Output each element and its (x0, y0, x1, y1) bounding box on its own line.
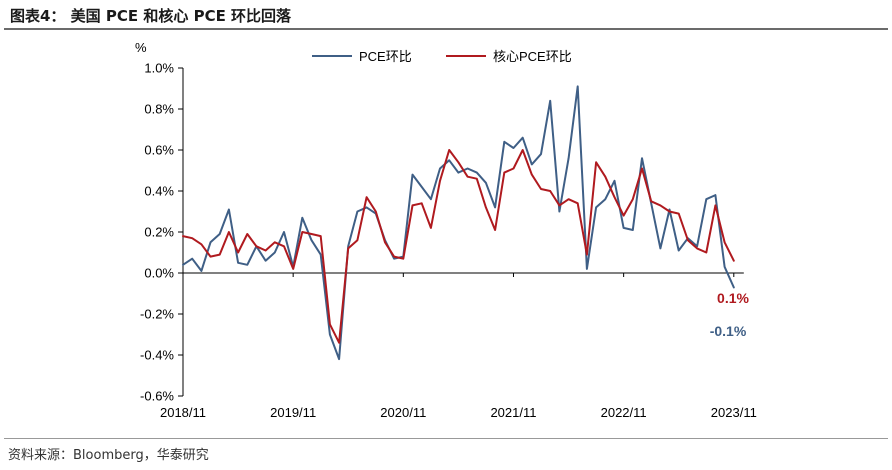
y-tick-label: 0.4% (144, 184, 174, 199)
y-axis-unit-label: % (135, 40, 147, 55)
x-tick-label: 2018/11 (160, 405, 206, 420)
y-tick-label: -0.4% (140, 348, 174, 363)
end-value-label-core-pce: 0.1% (717, 290, 749, 306)
x-tick-label: 2023/11 (711, 405, 757, 420)
y-tick-label: -0.2% (140, 307, 174, 322)
end-value-label-pce: -0.1% (710, 323, 747, 339)
y-tick-label: 1.0% (144, 61, 174, 76)
source-note: 资料来源：Bloomberg，华泰研究 (8, 448, 209, 463)
chart-axes: % -0.6% -0.4% -0.2% 0.0% 0.2% 0.4% 0.6% 0.8% 1.0%… (135, 40, 757, 420)
title-divider (4, 28, 888, 30)
figure-header: 图表4： 美国 PCE 和核心 PCE 环比回落 (0, 0, 892, 30)
x-tick-label: 2020/11 (380, 405, 426, 420)
source-divider (4, 438, 888, 439)
x-tick-label: 2019/11 (270, 405, 316, 420)
chart-legend: PCE环比 核心PCE环比 (312, 49, 572, 64)
series-line-core-pce (182, 149, 735, 344)
legend-label: PCE环比 (359, 49, 412, 64)
y-tick-label: -0.6% (140, 389, 174, 404)
series-line-pce (182, 85, 735, 361)
chart-series: -0.1% 0.1% (182, 85, 750, 361)
x-tick-label: 2022/11 (601, 405, 647, 420)
legend-label: 核心PCE环比 (493, 49, 572, 64)
y-tick-label: 0.6% (144, 143, 174, 158)
y-tick-label: 0.8% (144, 102, 174, 117)
line-chart: % -0.6% -0.4% -0.2% 0.0% 0.2% 0.4% 0.6% 0.8% 1.0%… (135, 40, 757, 420)
y-tick-label: 0.0% (144, 266, 174, 281)
x-tick-label: 2021/11 (490, 405, 536, 420)
y-tick-label: 0.2% (144, 225, 174, 240)
figure-title: 图表4： 美国 PCE 和核心 PCE 环比回落 (10, 7, 292, 25)
